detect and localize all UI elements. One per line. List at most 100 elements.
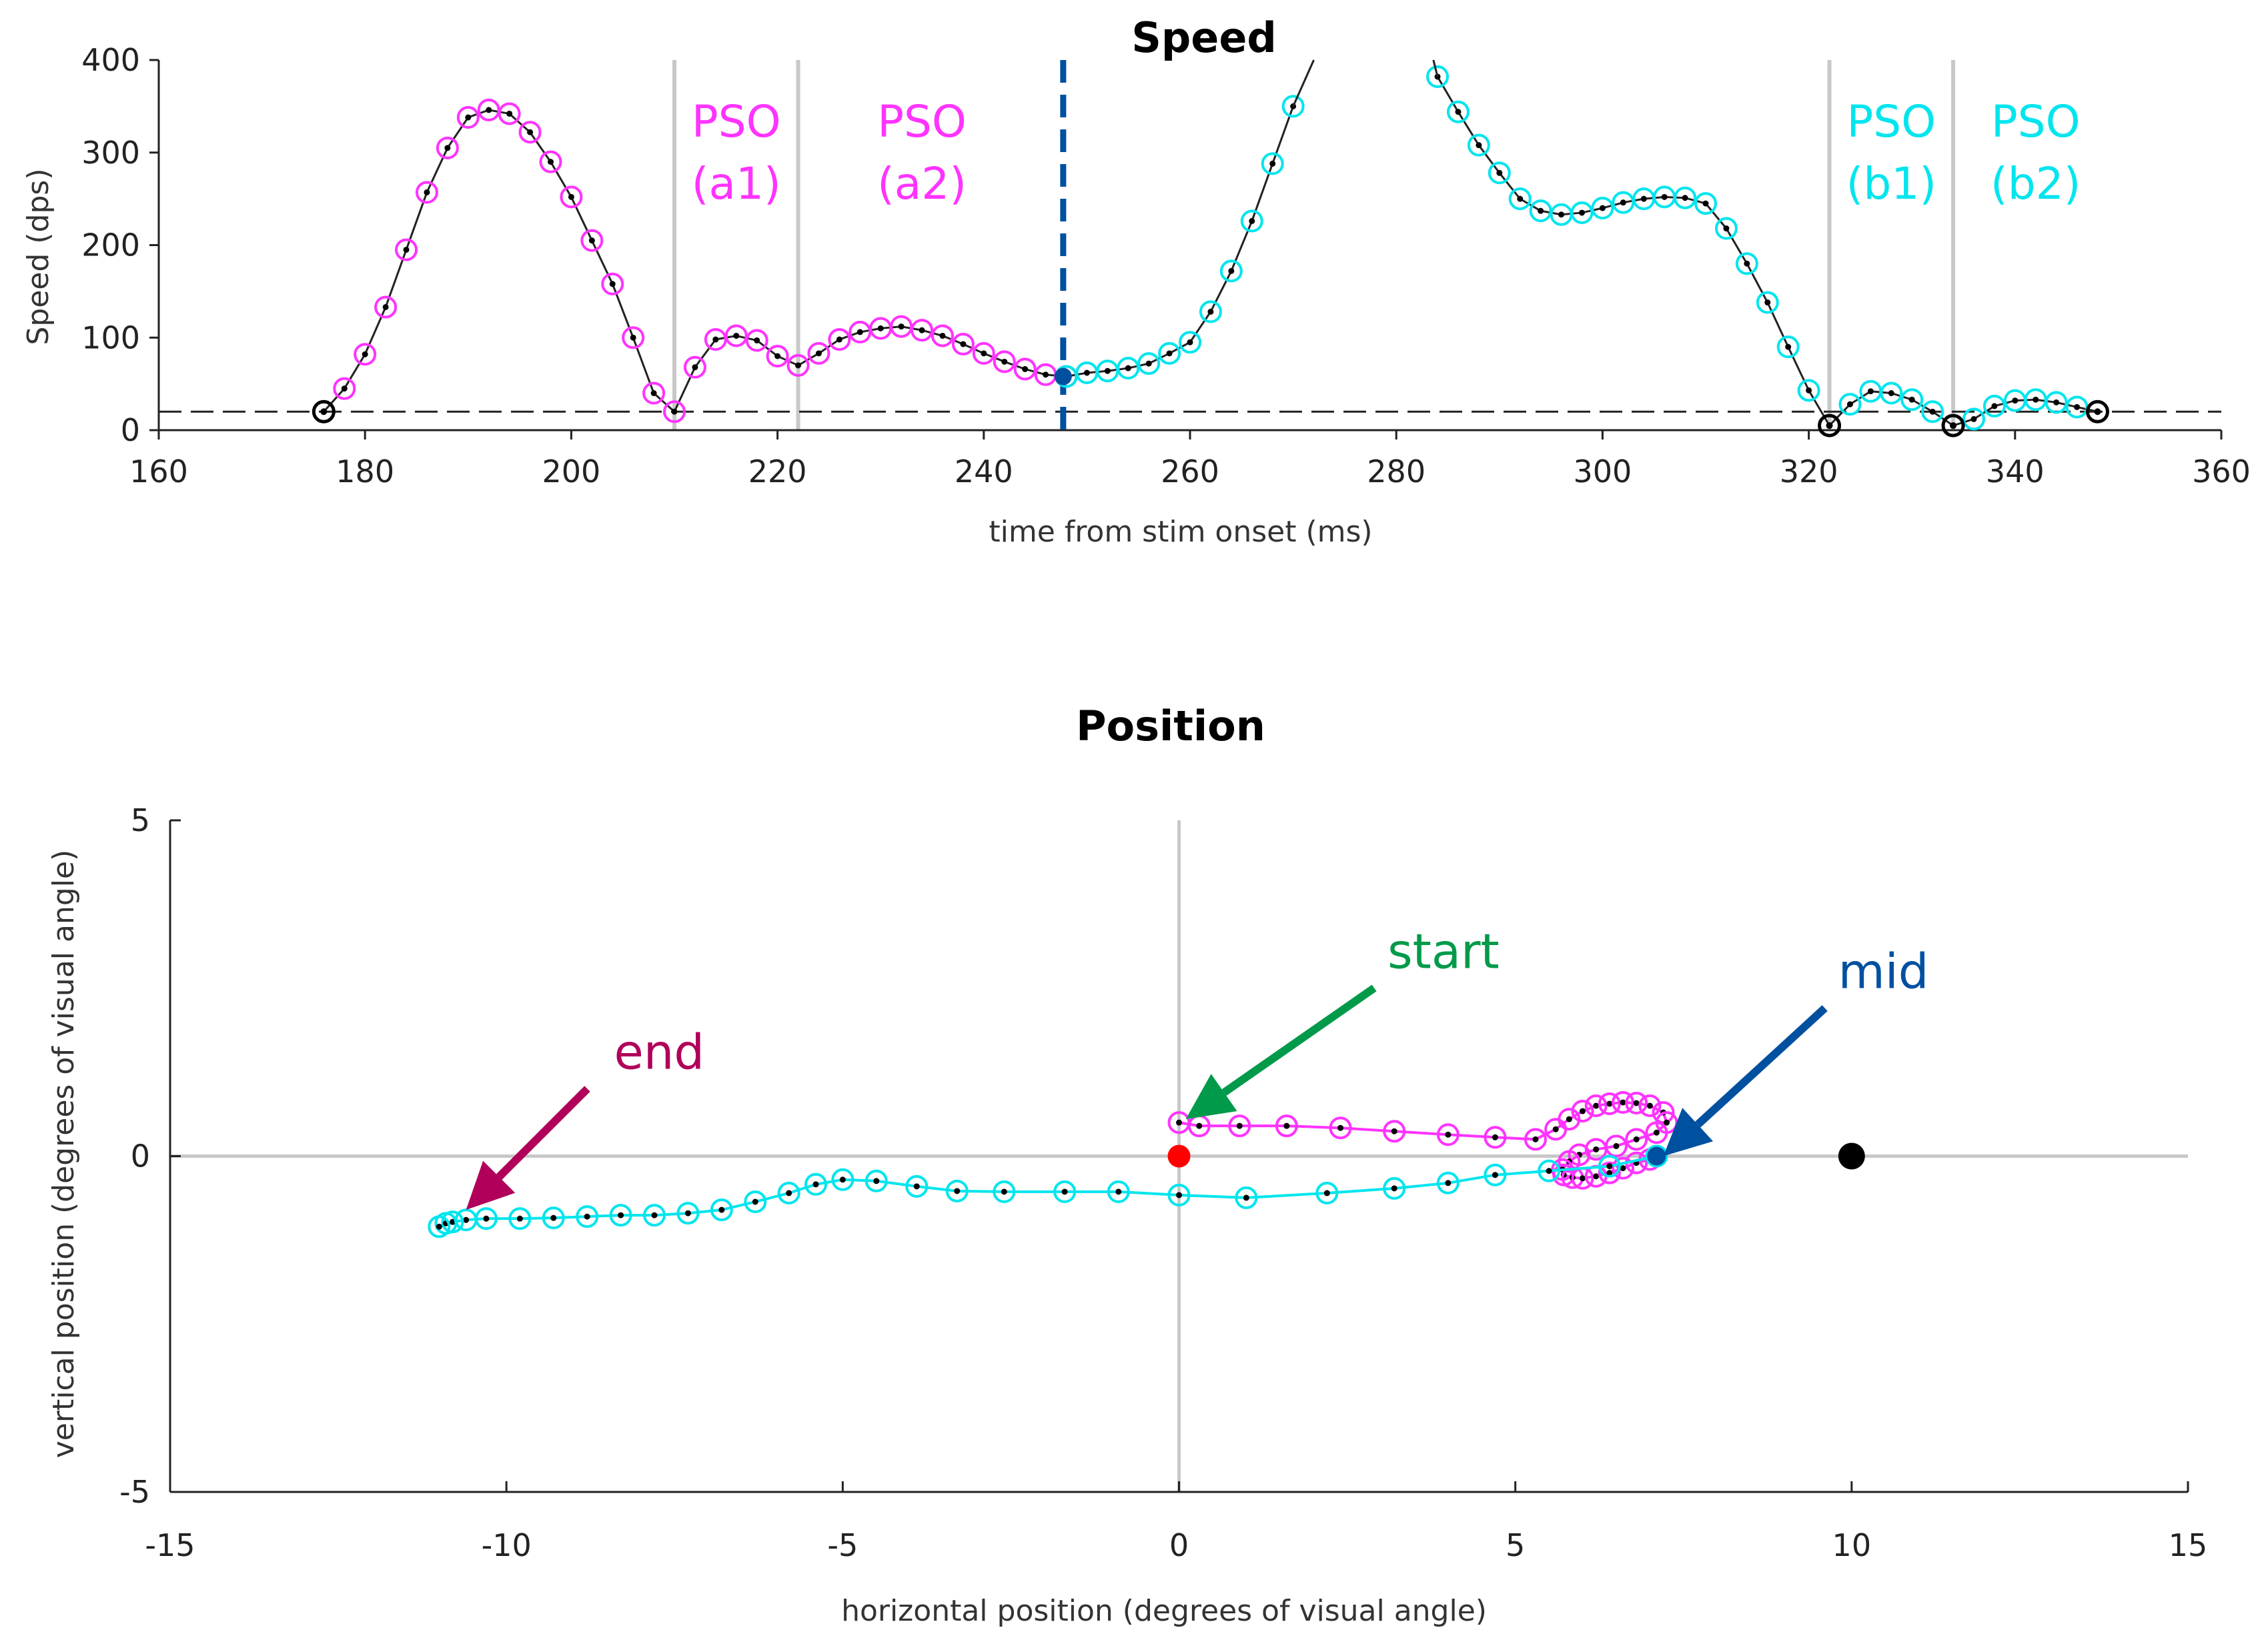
position-sample-dot <box>1620 1165 1626 1172</box>
speed-sample-marker <box>436 136 459 159</box>
speed-sample-dot <box>1970 416 1977 422</box>
position-sample-dot <box>786 1190 792 1196</box>
position-sample-marker <box>1275 1114 1298 1138</box>
speed-pso-labels: PSO (a1) PSO (a2) PSO (b1) PSO (b2) <box>692 96 2081 209</box>
speed-sample-marker <box>560 185 583 209</box>
position-sample-dot <box>1532 1136 1539 1142</box>
position-sample-dot <box>1593 1102 1600 1109</box>
speed-sample-marker <box>518 121 542 144</box>
speed-sample-marker <box>1179 331 1201 354</box>
speed-sample-marker <box>972 341 995 365</box>
position-sample-dot <box>1445 1131 1452 1138</box>
speed-sample-dot <box>1991 403 1998 410</box>
speed-x-tick-label: 200 <box>542 454 600 490</box>
speed-endpoint-dot <box>1950 422 1957 430</box>
speed-sample-marker <box>1714 217 1738 240</box>
speed-sample-dot <box>506 110 513 117</box>
position-sample-marker <box>542 1206 565 1230</box>
start-annotation-label: start <box>1387 923 1500 979</box>
speed-sample-dot <box>465 114 472 121</box>
speed-sample-dot <box>1022 365 1029 372</box>
position-sample-marker <box>1524 1128 1547 1151</box>
speed-sample-marker <box>1446 100 1470 123</box>
speed-y-tick-label: 100 <box>81 319 140 355</box>
end-arrow-head <box>466 1160 516 1210</box>
position-sample-marker <box>1538 1159 1561 1182</box>
position-x-tick-label: 0 <box>1169 1527 1189 1563</box>
speed-x-tick-label: 240 <box>955 454 1013 490</box>
position-sample-marker <box>1383 1120 1406 1143</box>
speed-sample-dot <box>712 336 719 343</box>
speed-sample-dot <box>527 129 534 135</box>
origin-fixation-dot <box>1167 1144 1191 1168</box>
speed-sample-dot <box>2033 396 2039 403</box>
mid-arrow-head <box>1663 1108 1714 1156</box>
position-sample-dot <box>1176 1192 1182 1198</box>
speed-sample-marker <box>1570 201 1594 224</box>
position-sample-dot <box>584 1213 590 1220</box>
speed-sample-dot <box>981 350 987 357</box>
position-x-tick-label: -10 <box>482 1527 532 1563</box>
speed-x-tick-label: 300 <box>1573 454 1632 490</box>
position-sample-marker <box>643 1204 666 1227</box>
pso-label-line2: (b1) <box>1846 158 1936 209</box>
speed-sample-marker <box>1756 291 1779 314</box>
position-sample-dot <box>1646 1102 1653 1109</box>
position-sample-dot <box>1620 1099 1626 1106</box>
speed-sample-marker <box>724 324 748 347</box>
speed-sample-marker <box>1158 341 1181 365</box>
speed-sample-marker <box>374 295 398 319</box>
speed-sample-dot <box>1640 195 1647 202</box>
speed-sample-dot <box>877 325 884 331</box>
speed-sample-marker <box>1674 186 1697 209</box>
speed-sample-dot <box>1764 299 1771 306</box>
speed-sample-marker <box>1013 357 1037 381</box>
position-y-tick-label: 0 <box>131 1138 150 1174</box>
position-sample-dot <box>1236 1122 1243 1129</box>
speed-sample-dot <box>1083 369 1090 376</box>
speed-sample-marker <box>1117 357 1140 380</box>
speed-sample-dot <box>424 189 430 195</box>
end-arrow-shaft <box>496 1086 590 1180</box>
position-sample-marker <box>1484 1163 1507 1186</box>
speed-sample-dot <box>444 145 451 151</box>
speed-sample-dot <box>857 329 863 335</box>
position-sample-marker <box>1228 1114 1251 1138</box>
speed-sample-marker <box>1426 65 1450 88</box>
speed-sample-dot <box>609 281 616 287</box>
position-sample-marker <box>1638 1094 1662 1117</box>
position-sample-dot <box>1337 1124 1343 1131</box>
position-sample-marker <box>1235 1186 1258 1209</box>
position-sample-marker <box>865 1169 888 1192</box>
speed-sample-dot <box>1867 388 1874 395</box>
position-sample-marker <box>676 1202 700 1225</box>
speed-y-axis-label: Speed (dps) <box>21 168 55 345</box>
position-sample-dot <box>913 1183 920 1190</box>
speed-sample-dot <box>1455 109 1462 115</box>
position-sample-marker <box>508 1207 532 1231</box>
speed-sample-marker <box>828 328 851 351</box>
speed-x-tick-label: 320 <box>1780 454 1838 490</box>
speed-sample-marker <box>1735 252 1758 275</box>
speed-sample-marker <box>1219 259 1243 283</box>
pso-label-line2: (a1) <box>692 158 781 209</box>
position-sample-dot <box>1492 1134 1498 1140</box>
position-sample-dot <box>1580 1108 1586 1114</box>
position-sample-dot <box>718 1206 725 1213</box>
speed-sample-marker <box>415 181 438 204</box>
speed-sample-dot <box>588 237 595 244</box>
speed-y-tick-label: 200 <box>81 227 140 263</box>
position-sample-dot <box>1606 1100 1613 1107</box>
speed-y-tick-label: 0 <box>121 412 140 448</box>
speed-sample-marker <box>1591 197 1614 219</box>
position-sample-marker <box>1436 1171 1460 1194</box>
speed-sample-dot <box>1682 195 1688 201</box>
speed-sample-marker <box>1776 335 1800 359</box>
speed-sample-dot <box>1599 205 1606 211</box>
start-arrow-head <box>1185 1074 1237 1120</box>
speed-sample-dot <box>1846 401 1853 407</box>
speed-sample-marker <box>1199 300 1222 323</box>
position-sample-marker <box>993 1180 1016 1203</box>
position-sample-dot <box>1391 1185 1397 1192</box>
position-sample-marker <box>576 1205 599 1229</box>
